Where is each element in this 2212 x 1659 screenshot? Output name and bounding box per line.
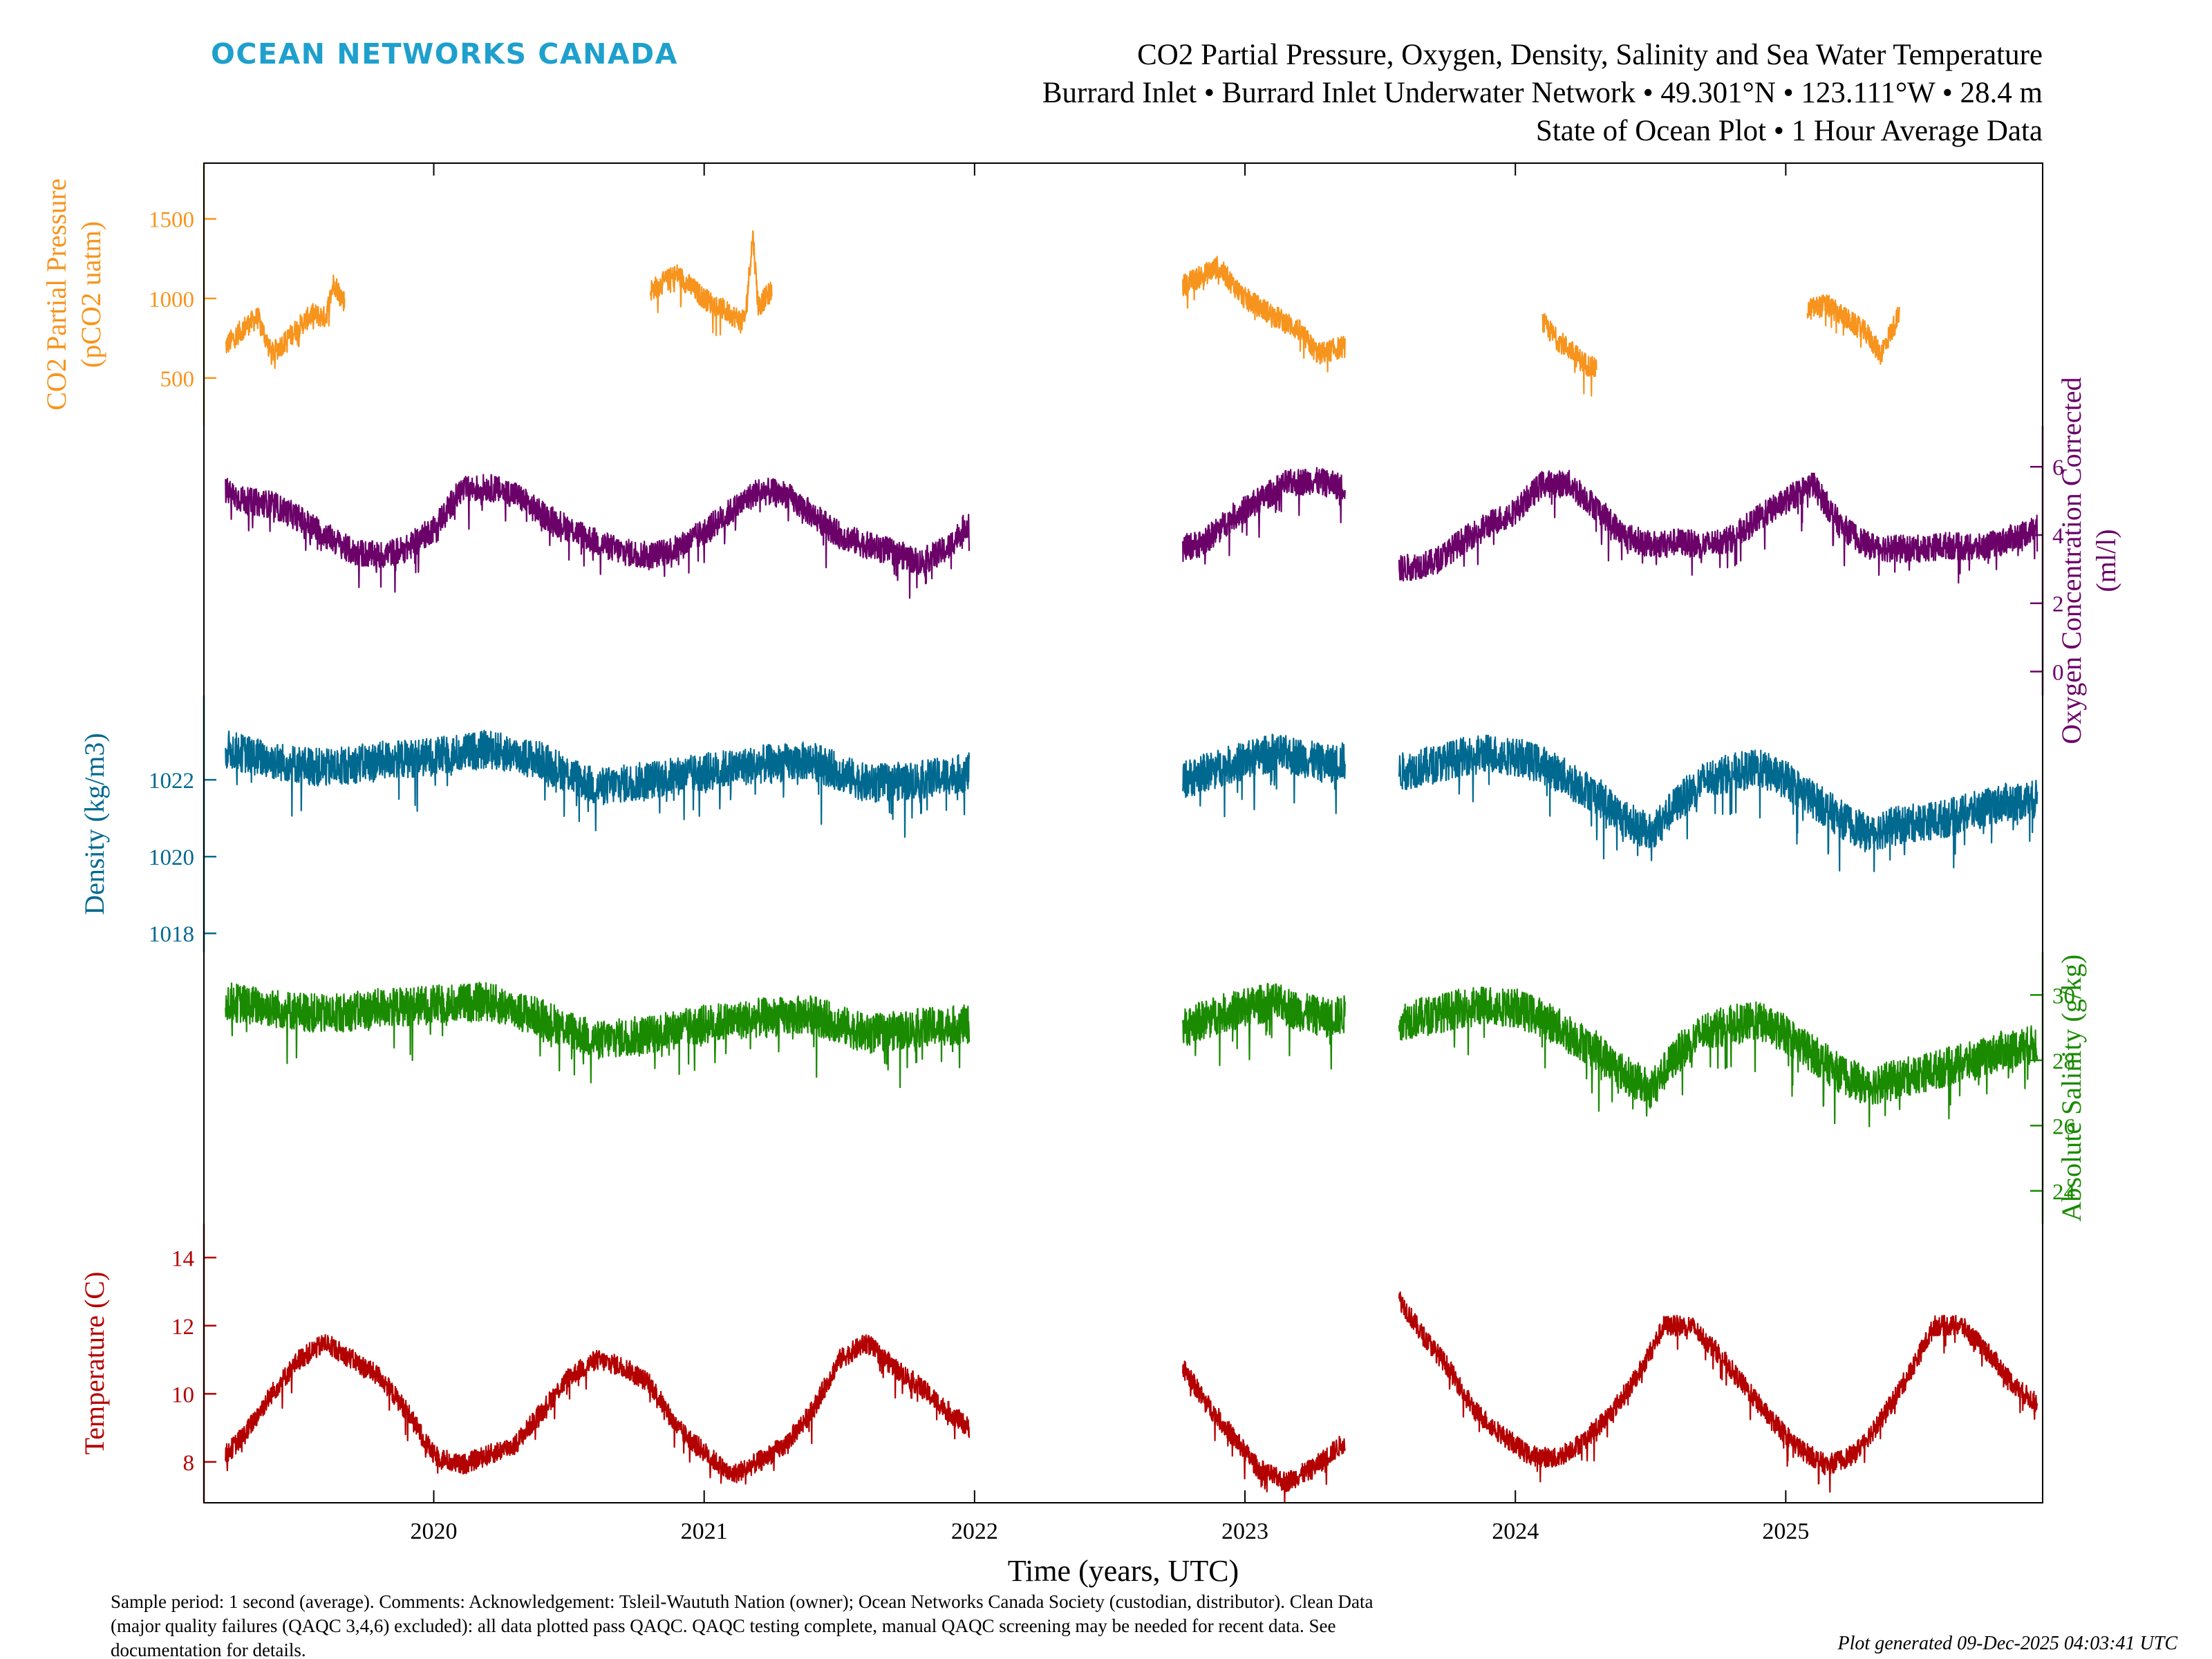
oxygen-axis-label-units: (ml/l) bbox=[2090, 529, 2121, 592]
oxygen-axis-label: Oxygen Concentration Corrected bbox=[2056, 377, 2087, 744]
chart-title: CO2 Partial Pressure, Oxygen, Density, S… bbox=[1137, 39, 2043, 71]
footer-note-line-3: documentation for details. bbox=[111, 1640, 306, 1659]
temperature-tick-label: 8 bbox=[183, 1451, 195, 1476]
co2-series-segment-2 bbox=[649, 230, 773, 337]
x-axis-label: Time (years, UTC) bbox=[1008, 1554, 1239, 1588]
panel-temperature: 8 10 12 14 Temperature (C) bbox=[79, 1224, 2038, 1504]
co2-tick-label: 1000 bbox=[149, 288, 194, 312]
x-tick-label: 2020 bbox=[411, 1519, 458, 1544]
co2-series-segment-5 bbox=[1806, 294, 1900, 365]
temperature-tick-label: 10 bbox=[171, 1382, 194, 1407]
oxygen-tick-label: 2 bbox=[2052, 592, 2064, 617]
salinity-tick-label: 26 bbox=[2052, 1114, 2075, 1139]
plot-generated-timestamp: Plot generated 09-Dec-2025 04:03:41 UTC bbox=[1837, 1633, 2178, 1654]
oxygen-series-segment-1 bbox=[225, 474, 971, 599]
temperature-series-segment-3 bbox=[1398, 1291, 2038, 1493]
co2-axis-label: CO2 Partial Pressure bbox=[41, 178, 72, 411]
x-tick-label: 2025 bbox=[1762, 1519, 1809, 1544]
footer-note-line-1: Sample period: 1 second (average). Comme… bbox=[111, 1591, 1373, 1612]
panel-density: 1018 1020 1022 Density (kg/m3) bbox=[79, 695, 2038, 953]
salinity-series-segment-3 bbox=[1398, 986, 2038, 1127]
temperature-tick-label: 14 bbox=[171, 1246, 194, 1271]
salinity-series-segment-1 bbox=[225, 982, 971, 1089]
plot-frame bbox=[203, 162, 2043, 1503]
density-series-segment-2 bbox=[1182, 733, 1346, 818]
temperature-series-segment-2 bbox=[1182, 1360, 1346, 1504]
temperature-tick-label: 12 bbox=[171, 1315, 194, 1340]
density-axis-label: Density (kg/m3) bbox=[79, 733, 110, 915]
density-series-segment-1 bbox=[225, 729, 971, 838]
density-tick-label: 1018 bbox=[149, 922, 194, 947]
panel-co2: 500 1000 1500 CO2 Partial Pressure (pCO2 uat… bbox=[41, 163, 1900, 426]
salinity-tick-label: 30 bbox=[2052, 984, 2075, 1009]
x-tick-label: 2024 bbox=[1492, 1519, 1539, 1544]
x-axis: 2020 2021 2022 2023 2024 2025 bbox=[411, 163, 1809, 1544]
co2-axis-label-units: (pCO2 uatm) bbox=[75, 221, 106, 368]
temperature-series-segment-1 bbox=[225, 1333, 971, 1485]
oxygen-tick-label: 4 bbox=[2052, 524, 2064, 549]
salinity-tick-label: 28 bbox=[2052, 1049, 2075, 1074]
plot-panels: 500 1000 1500 CO2 Partial Pressure (pCO2 uat… bbox=[41, 163, 2121, 1504]
temperature-axis-label: Temperature (C) bbox=[79, 1272, 110, 1455]
ocean-networks-canada-logo: OCEAN NETWORKS CANADA bbox=[211, 37, 678, 71]
density-series-segment-3 bbox=[1398, 734, 2038, 872]
salinity-tick-label: 24 bbox=[2052, 1180, 2075, 1205]
x-tick-label: 2023 bbox=[1221, 1519, 1268, 1544]
co2-series-segment-1 bbox=[225, 274, 346, 369]
footer-note-line-2: (major quality failures (QAQC 3,4,6) exc… bbox=[111, 1615, 1335, 1636]
co2-series-segment-3 bbox=[1182, 256, 1346, 373]
x-tick-label: 2022 bbox=[951, 1519, 998, 1544]
co2-tick-label: 1500 bbox=[149, 208, 194, 233]
chart-subtitle-plot-type: State of Ocean Plot • 1 Hour Average Dat… bbox=[1536, 115, 2043, 147]
oxygen-tick-label: 0 bbox=[2052, 660, 2064, 685]
co2-series-segment-4 bbox=[1541, 313, 1597, 397]
chart-subtitle-location: Burrard Inlet • Burrard Inlet Underwater… bbox=[1042, 77, 2043, 109]
oxygen-series-segment-2 bbox=[1182, 467, 1346, 565]
oxygen-series-segment-3 bbox=[1398, 469, 2038, 584]
density-tick-label: 1020 bbox=[149, 845, 194, 870]
salinity-axis-label: Absolute Salinity (g/kg) bbox=[2056, 955, 2087, 1222]
co2-tick-label: 500 bbox=[160, 367, 195, 392]
salinity-series-segment-2 bbox=[1182, 982, 1346, 1070]
oxygen-tick-label: 6 bbox=[2052, 456, 2064, 480]
density-tick-label: 1022 bbox=[149, 769, 194, 794]
x-tick-label: 2021 bbox=[681, 1519, 728, 1544]
